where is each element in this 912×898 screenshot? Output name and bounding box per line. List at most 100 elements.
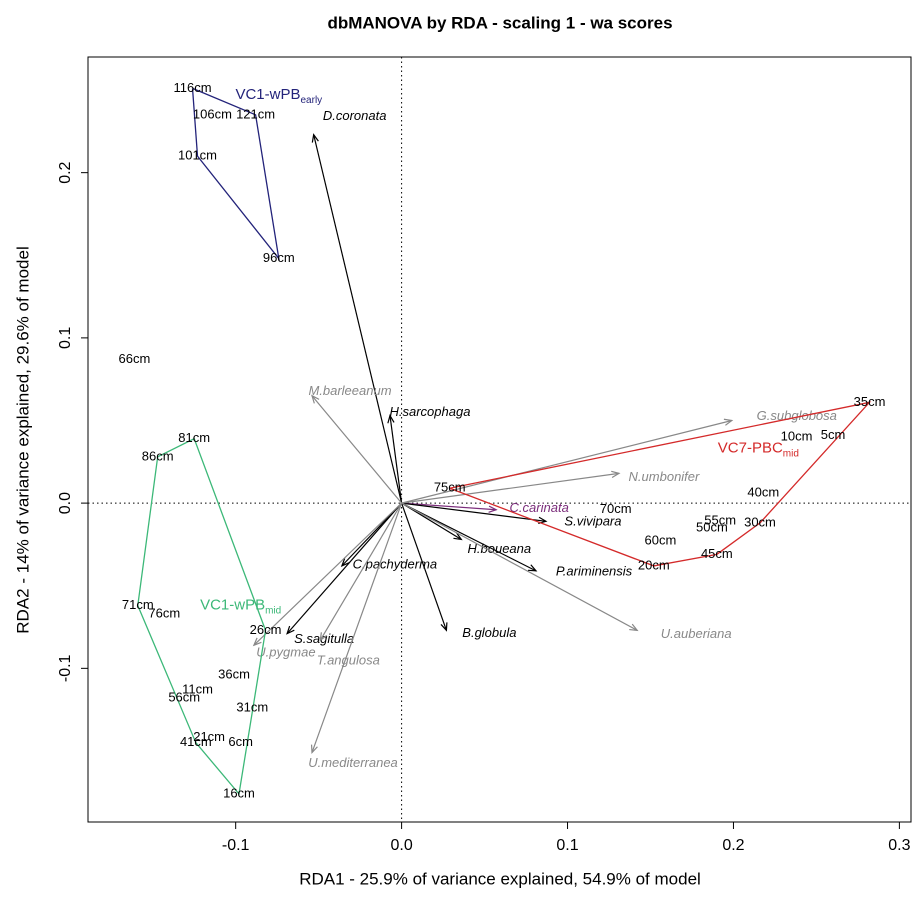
sample-label: 20cm [638, 557, 670, 572]
group-subscript: early [300, 95, 322, 106]
x-tick-label: 0.1 [556, 837, 578, 854]
y-tick-label: 0.0 [57, 492, 74, 514]
arrow-head [319, 632, 328, 642]
group-hull [449, 401, 872, 567]
y-tick-label: 0.1 [57, 327, 74, 349]
arrow-head [286, 625, 295, 635]
sample-label: 96cm [263, 250, 295, 265]
species-arrow [389, 415, 403, 504]
species-label: B.globula [462, 625, 516, 640]
sample-label: 40cm [747, 485, 779, 500]
species-arrow [401, 419, 732, 504]
group-name: VC1-wPB [200, 597, 265, 614]
group-label: VC1-wPBearly [235, 86, 322, 106]
arrow-head [310, 744, 318, 755]
group-subscript: mid [265, 606, 281, 617]
arrow-head [340, 558, 350, 568]
sample-label: 41cm [180, 734, 212, 749]
species-arrow [401, 502, 447, 631]
sample-label: 81cm [178, 430, 210, 445]
group-name: VC7-PBC [718, 440, 783, 457]
sample-label: 36cm [218, 666, 250, 681]
arrow-head [311, 133, 319, 143]
arrow-head [440, 622, 448, 632]
sample-label: 121cm [236, 106, 275, 121]
sample-label: 56cm [168, 690, 200, 705]
species-arrow [311, 395, 403, 504]
sample-label: 76cm [148, 605, 180, 620]
sample-label: 66cm [119, 351, 151, 366]
sample-label: 21cm [193, 729, 225, 744]
arrow-head [488, 505, 498, 513]
sample-label: 6cm [228, 734, 253, 749]
species-arrow [401, 502, 497, 511]
arrow-head [311, 394, 320, 404]
sample-label: 70cm [600, 501, 632, 516]
species-arrow [401, 502, 537, 572]
sample-label: 106cm [193, 106, 232, 121]
arrow-head [387, 414, 395, 424]
sample-label: 116cm [174, 80, 212, 95]
species-arrow [401, 502, 638, 631]
sample-label: 10cm [781, 428, 813, 443]
sample-label: 5cm [821, 427, 846, 442]
species-arrow [401, 472, 620, 504]
x-axis-label: RDA1 - 25.9% of variance explained, 54.9… [299, 869, 701, 888]
species-label: P.ariminensis [556, 563, 633, 578]
arrow-head [453, 532, 463, 541]
species-label: C.carinata [510, 500, 569, 515]
species-arrow [313, 134, 403, 504]
sample-label: 71cm [122, 597, 154, 612]
chart-title: dbMANOVA by RDA - scaling 1 - wa scores [327, 13, 672, 32]
arrow-head [527, 564, 538, 572]
group-label: VC7-PBCmid [718, 440, 799, 460]
species-arrow [311, 502, 403, 753]
arrow-head [629, 623, 639, 632]
species-label: N.umbonifer [629, 469, 700, 484]
sample-label: 16cm [223, 785, 255, 800]
y-tick-label: 0.2 [57, 161, 74, 183]
arrow-head [252, 637, 262, 647]
sample-label: 26cm [250, 622, 282, 637]
sample-label: 11cm [182, 681, 213, 696]
sample-label: 35cm [854, 394, 886, 409]
species-label: H.sarcophaga [390, 404, 471, 419]
y-axis-label: RDA2 - 14% of variance explained, 29.6% … [13, 246, 32, 633]
species-label: M.barleeanum [308, 383, 391, 398]
sample-label: 60cm [645, 533, 677, 548]
plot-frame [87, 56, 912, 823]
arrow-head [723, 418, 734, 426]
species-label: U.auberiana [661, 626, 732, 641]
sample-label: 50cm [696, 519, 728, 534]
x-tick-label: 0.0 [390, 837, 412, 854]
species-label: S.vivipara [564, 514, 621, 529]
sample-label: 55cm [704, 513, 736, 528]
group-label: VC1-wPBmid [200, 597, 281, 617]
group-hull [191, 87, 280, 261]
y-tick-label: -0.1 [57, 654, 74, 682]
species-label: D.coronata [323, 108, 387, 123]
group-name: VC1-wPB [235, 86, 300, 103]
sample-label: 75cm [434, 480, 466, 495]
sample-label: 101cm [178, 148, 217, 163]
group-hull [137, 437, 267, 796]
arrow-head [611, 470, 621, 478]
sample-label: 45cm [701, 546, 733, 561]
species-label: S.sagitulla [294, 631, 354, 646]
x-tick-label: 0.2 [722, 837, 744, 854]
species-arrow [401, 502, 462, 540]
sample-label: 31cm [236, 699, 268, 714]
species-arrow [286, 502, 403, 635]
species-label: G.subglobosa [757, 408, 837, 423]
x-tick-label: -0.1 [222, 837, 250, 854]
species-arrow [401, 502, 547, 522]
x-tick-label: 0.3 [888, 837, 910, 854]
group-subscript: mid [783, 449, 799, 460]
sample-label: 86cm [142, 448, 174, 463]
species-label: T.angulosa [317, 653, 380, 668]
species-label: U.pygmae [256, 645, 315, 660]
species-arrow [319, 502, 403, 641]
species-arrow [253, 502, 403, 646]
species-label: H.boueana [468, 541, 532, 556]
